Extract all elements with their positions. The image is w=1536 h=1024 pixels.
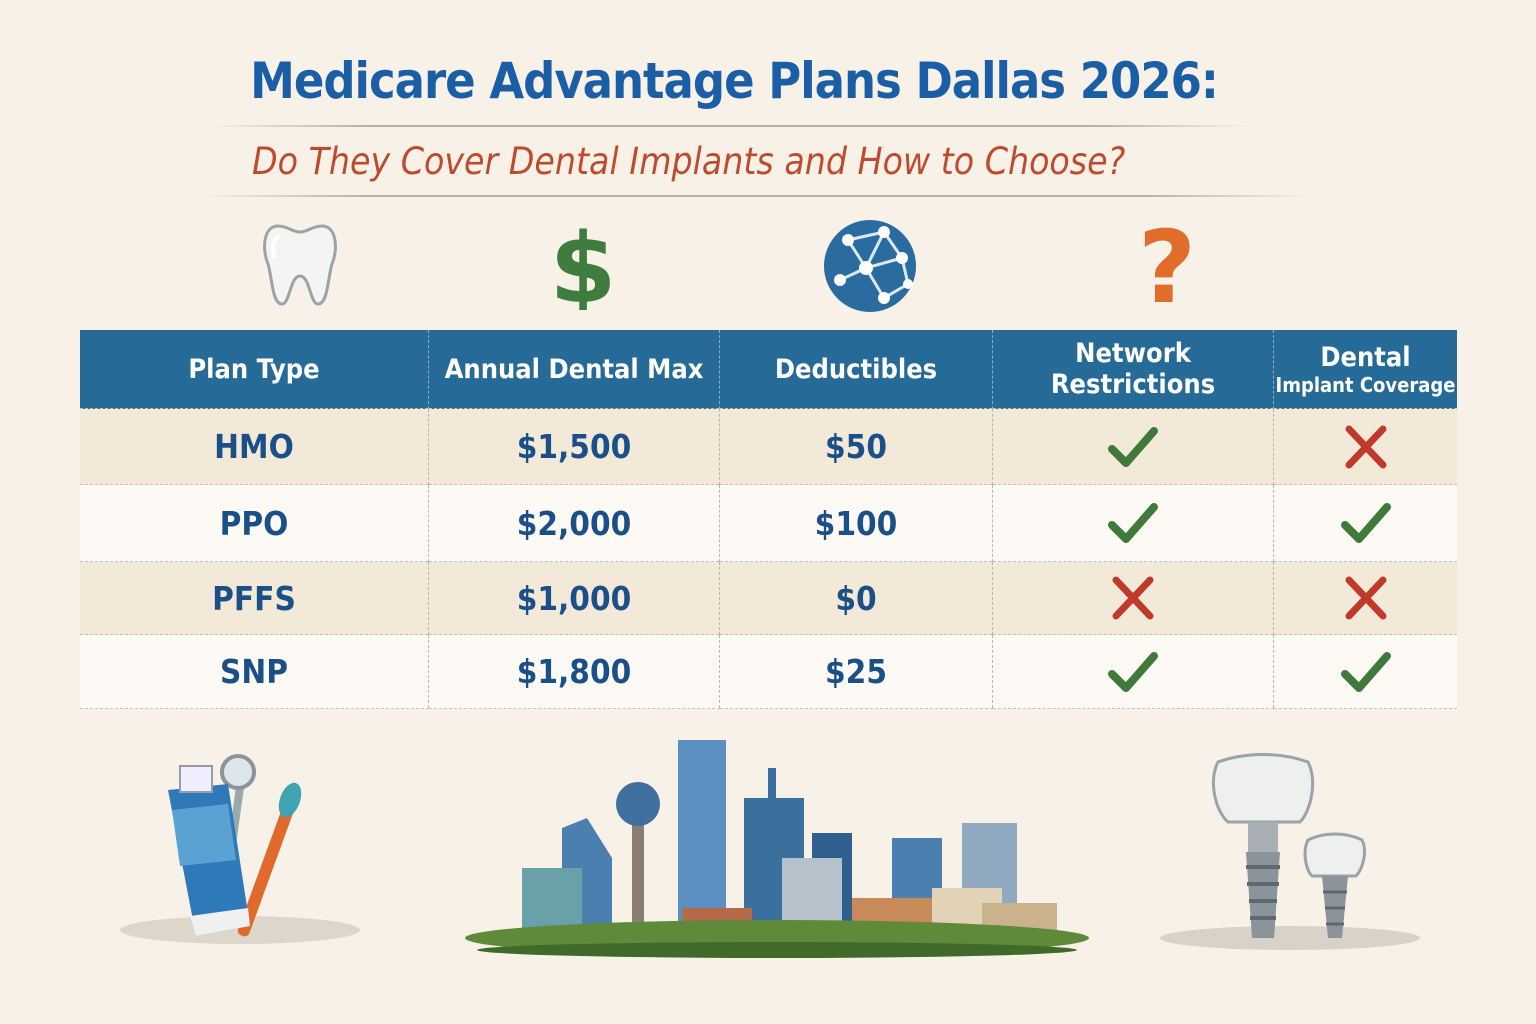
check-icon bbox=[1108, 503, 1158, 543]
deductible-cell: $25 bbox=[719, 634, 993, 709]
plan-type-cell: PPO bbox=[80, 484, 429, 562]
svg-text:?: ? bbox=[1138, 218, 1196, 310]
table-row: SNP $1,800 $25 bbox=[80, 634, 1457, 709]
deductible-cell: $50 bbox=[719, 408, 993, 485]
dollar-icon: $ bbox=[550, 222, 617, 310]
annual-max-cell: $2,000 bbox=[428, 484, 720, 562]
dental-implants-illustration bbox=[1160, 753, 1420, 950]
dallas-skyline-illustration bbox=[465, 740, 1089, 958]
plan-type-cell: HMO bbox=[80, 408, 429, 485]
plan-type-cell: SNP bbox=[80, 634, 429, 709]
divider bbox=[210, 125, 1250, 127]
implant-coverage-cell bbox=[1273, 484, 1457, 562]
check-icon bbox=[1340, 651, 1391, 692]
annual-max-cell: $1,000 bbox=[428, 561, 720, 635]
deductible-cell: $100 bbox=[719, 484, 993, 562]
tooth-icon bbox=[263, 224, 337, 306]
table-header-row: Plan Type Annual Dental Max Deductibles … bbox=[80, 330, 1457, 409]
page-subtitle: Do They Cover Dental Implants and How to… bbox=[252, 140, 1126, 183]
implant-coverage-cell bbox=[1273, 634, 1457, 709]
check-icon bbox=[1108, 426, 1158, 467]
check-icon bbox=[1340, 503, 1391, 543]
cross-icon bbox=[1112, 576, 1154, 620]
network-restrictions-cell bbox=[992, 408, 1274, 485]
check-icon bbox=[1108, 651, 1158, 692]
column-header-annual-dental-max: Annual Dental Max bbox=[428, 330, 720, 409]
table-row: PFFS $1,000 $0 bbox=[80, 561, 1457, 635]
cross-icon bbox=[1345, 425, 1386, 468]
divider bbox=[200, 195, 1310, 197]
svg-text:$: $ bbox=[550, 222, 617, 310]
annual-max-cell: $1,800 bbox=[428, 634, 720, 709]
network-restrictions-cell bbox=[992, 634, 1274, 709]
network-restrictions-cell bbox=[992, 484, 1274, 562]
column-header-label: Dental bbox=[1320, 341, 1411, 373]
network-restrictions-cell bbox=[992, 561, 1274, 635]
question-mark-icon: ? bbox=[1138, 218, 1196, 310]
column-header-network-restrictions: Network Restrictions bbox=[992, 330, 1274, 409]
annual-max-cell: $1,500 bbox=[428, 408, 720, 485]
table-row: PPO $2,000 $100 bbox=[80, 484, 1457, 562]
column-header-sublabel: Implant Coverage bbox=[1275, 372, 1456, 397]
network-globe-icon bbox=[824, 220, 916, 312]
column-header-plan-type: Plan Type bbox=[80, 330, 429, 409]
cross-icon bbox=[1345, 576, 1386, 620]
plan-type-cell: PFFS bbox=[80, 561, 429, 635]
column-header-deductibles: Deductibles bbox=[719, 330, 993, 409]
implant-coverage-cell bbox=[1273, 408, 1457, 485]
implant-coverage-cell bbox=[1273, 561, 1457, 635]
table-row: HMO $1,500 $50 bbox=[80, 408, 1457, 485]
plan-comparison-table: Plan Type Annual Dental Max Deductibles … bbox=[80, 330, 1457, 709]
page-title: Medicare Advantage Plans Dallas 2026: bbox=[250, 52, 1219, 110]
toothpaste-and-dental-tools-illustration bbox=[120, 754, 360, 944]
deductible-cell: $0 bbox=[719, 561, 993, 635]
column-header-implant-coverage: Dental Implant Coverage bbox=[1273, 330, 1457, 409]
